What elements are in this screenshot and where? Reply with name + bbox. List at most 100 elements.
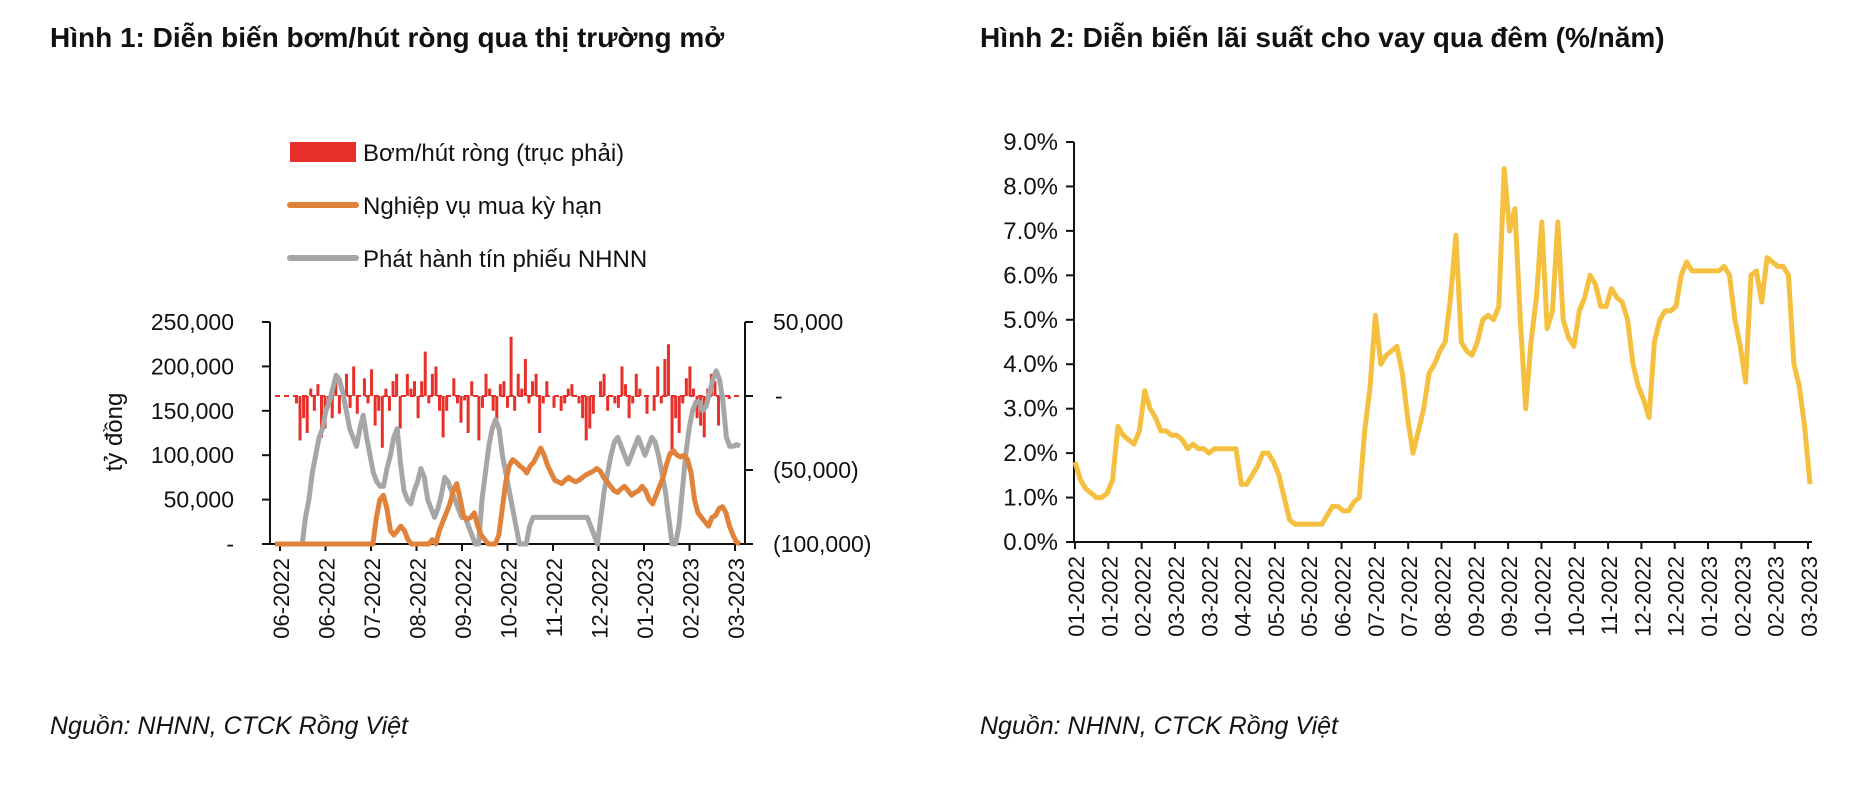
net-bar <box>531 381 535 396</box>
net-bar <box>652 396 656 411</box>
net-bar <box>624 384 628 396</box>
net-bar <box>416 396 420 419</box>
net-bar <box>702 396 706 438</box>
x-tick-label: 02-2023 <box>679 558 704 639</box>
net-bar <box>502 381 506 396</box>
net-bar <box>520 388 524 396</box>
chart1-svg: Bơm/hút ròng (trục phải) Nghiệp vụ mua kỳ… <box>101 140 871 639</box>
net-bar <box>334 381 338 396</box>
net-bar <box>441 396 445 438</box>
y-left-tick-label: 50,000 <box>164 487 234 513</box>
y-tick-label: 6.0% <box>1003 262 1058 289</box>
net-bar <box>566 388 570 396</box>
net-bar <box>384 388 388 396</box>
net-bar <box>538 396 542 433</box>
legend-swatch-net <box>290 142 356 162</box>
net-bar <box>516 373 520 396</box>
net-bar <box>498 384 502 396</box>
net-bar <box>427 396 431 404</box>
net-bar <box>445 396 449 411</box>
chart-panel-open-market: Hình 1: Diễn biến bơm/hút ròng qua thị t… <box>50 22 871 740</box>
net-bar <box>309 388 313 396</box>
y-left-tick-label: - <box>226 531 234 557</box>
net-bar <box>606 396 610 411</box>
y-right-tick-label: 50,000 <box>773 309 843 335</box>
x-tick-label: 05-2022 <box>1297 556 1322 637</box>
x-tick-label: 11-2022 <box>542 558 567 637</box>
net-bar <box>727 396 731 399</box>
net-bar <box>581 396 585 419</box>
y-right-tick-label: - <box>775 383 783 409</box>
net-bar <box>434 366 438 396</box>
y-tick-label: 4.0% <box>1003 351 1058 378</box>
net-bar <box>563 396 567 404</box>
net-bar <box>552 396 556 408</box>
y-left-tick-label: 100,000 <box>151 442 234 468</box>
net-bar <box>466 396 470 433</box>
x-tick-label: 09-2022 <box>1497 556 1522 637</box>
x-tick-label: 10-2022 <box>1564 556 1589 637</box>
legend-label: Nghiệp vụ mua kỳ hạn <box>363 193 602 220</box>
y-tick-label: 8.0% <box>1003 173 1058 200</box>
x-tick-label: 02-2022 <box>1131 556 1156 637</box>
x-tick-label: 03-2023 <box>724 558 749 639</box>
net-bar <box>674 396 678 419</box>
net-bar <box>395 373 399 396</box>
chart2-svg: 9.0% 8.0% 7.0% 6.0% 5.0% 4.0% 3.0% 2.0% 1.0% 0.0%… <box>1003 129 1822 637</box>
net-bar <box>666 344 670 396</box>
chart2-title: Hình 2: Diễn biến lãi suất cho vay qua đ… <box>980 22 1665 53</box>
y-right-tick-label: (100,000) <box>773 531 871 557</box>
x-tick-label: 04-2022 <box>1231 556 1256 637</box>
net-bar <box>570 384 574 396</box>
y-tick-label: 1.0% <box>1003 485 1058 512</box>
y-left-tick-label: 250,000 <box>151 309 234 335</box>
net-bar <box>591 396 595 414</box>
x-tick-label: 05-2022 <box>1264 556 1289 637</box>
x-tick-label: 01-2022 <box>1097 556 1122 637</box>
net-bar <box>484 373 488 396</box>
net-bar <box>691 388 696 396</box>
net-bar <box>302 396 306 419</box>
y-right-tick-label: (50,000) <box>773 457 859 483</box>
x-tick-label: 01-2022 <box>1064 556 1089 637</box>
net-bar <box>509 336 513 396</box>
net-bar <box>430 373 434 396</box>
net-bar <box>616 396 620 408</box>
series-line-overnight-rate <box>1072 166 1813 527</box>
net-bar <box>420 381 424 396</box>
net-bar <box>645 396 649 414</box>
net-bar <box>584 396 588 441</box>
net-bar <box>677 396 681 433</box>
net-bar <box>370 369 374 396</box>
x-tick-label: 07-2022 <box>1364 556 1389 637</box>
net-bar <box>352 366 356 396</box>
x-tick-label: 09-2022 <box>1464 556 1489 637</box>
x-tick-label: 08-2022 <box>1431 556 1456 637</box>
x-tick-label: 07-2022 <box>360 558 385 639</box>
net-bar <box>355 396 359 414</box>
net-bar <box>534 373 538 396</box>
net-bar <box>459 396 463 423</box>
net-bar <box>373 396 377 426</box>
x-tick-label: 12-2022 <box>1630 556 1655 637</box>
x-tick-label: 03-2022 <box>1197 556 1222 637</box>
net-bar <box>495 396 499 426</box>
x-tick-label: 01-2023 <box>633 558 658 639</box>
x-tick-label: 09-2022 <box>451 558 476 639</box>
x-tick-label: 02-2023 <box>1730 556 1755 637</box>
net-bar <box>656 366 660 396</box>
net-bar <box>412 381 417 396</box>
net-bar <box>480 396 484 408</box>
net-bar <box>620 366 624 396</box>
net-bar <box>491 396 495 411</box>
net-bar <box>559 396 563 411</box>
net-bar <box>477 396 481 441</box>
net-bar <box>398 396 402 429</box>
net-bar <box>298 396 302 441</box>
net-bar <box>670 396 674 456</box>
chart-panel-overnight-rate: Hình 2: Diễn biến lãi suất cho vay qua đ… <box>930 0 1860 812</box>
net-bar <box>541 396 545 404</box>
x-tick-label: 10-2022 <box>1530 556 1555 637</box>
net-bar <box>330 396 334 419</box>
net-bar <box>312 396 316 411</box>
